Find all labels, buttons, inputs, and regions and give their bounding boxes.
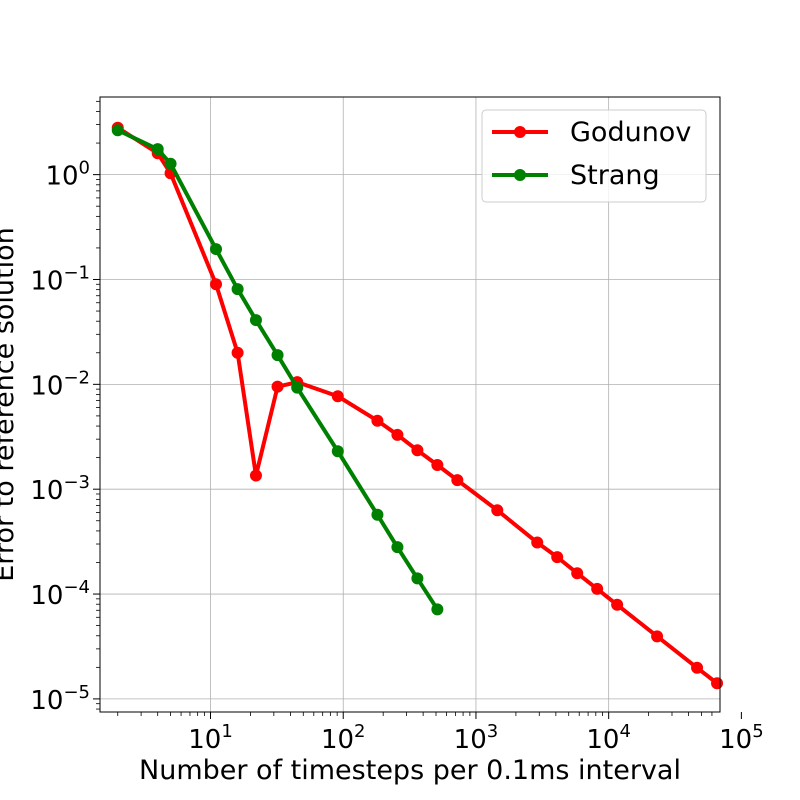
y-tick-label: 10−3 [30, 472, 90, 506]
data-point-godunov [331, 390, 344, 403]
x-tick-label: 101 [188, 721, 233, 755]
data-point-godunov [531, 536, 544, 549]
legend-item-strang: Strang [492, 160, 660, 191]
data-point-godunov [651, 630, 664, 643]
x-axis-label: Number of timesteps per 0.1ms interval [139, 755, 681, 786]
x-tick-label: 105 [719, 721, 764, 755]
data-point-godunov [711, 677, 724, 690]
legend-label-godunov: Godunov [570, 117, 691, 148]
data-point-strang [249, 314, 262, 327]
legend-item-godunov: Godunov [492, 117, 691, 148]
data-point-godunov [210, 278, 223, 291]
x-tick-label: 104 [586, 721, 631, 755]
data-point-godunov [491, 504, 504, 517]
grid-lines [100, 97, 720, 712]
y-tick-label: 100 [45, 158, 90, 192]
data-point-godunov [391, 428, 404, 441]
y-tick-label: 10−2 [30, 367, 90, 401]
data-point-strang [431, 603, 444, 616]
y-tick-label: 10−4 [30, 577, 90, 611]
axis-tick-labels: 101 102 103 104 105 100 10−1 10−2 10−3 10−4 10−5 [30, 158, 763, 755]
data-point-godunov [371, 414, 384, 427]
y-tick-label: 10−1 [30, 262, 90, 296]
data-point-strang [411, 572, 424, 585]
data-point-godunov [571, 567, 584, 580]
data-point-strang [210, 243, 223, 256]
plot-frame [99, 96, 721, 713]
data-point-strang [111, 124, 124, 137]
data-point-godunov [249, 469, 262, 482]
data-point-godunov [231, 346, 244, 359]
x-tick-label: 102 [321, 721, 366, 755]
data-point-godunov [271, 380, 284, 393]
legend-marker-strang [514, 169, 526, 181]
data-point-strang [151, 143, 164, 156]
data-point-strang [271, 349, 284, 362]
data-point-strang [291, 381, 304, 394]
data-point-strang [391, 541, 404, 554]
data-point-strang [371, 508, 384, 521]
legend: Godunov Strang [481, 109, 707, 203]
y-tick-label: 10−5 [30, 682, 90, 716]
data-point-godunov [431, 459, 444, 472]
series-layer [111, 121, 724, 690]
data-point-strang [231, 283, 244, 296]
legend-label-strang: Strang [570, 160, 660, 191]
series-godunov [111, 121, 724, 690]
legend-marker-godunov [514, 126, 526, 138]
data-point-godunov [691, 661, 704, 674]
data-point-godunov [551, 551, 564, 564]
y-axis-label: Error to reference solution [0, 227, 20, 582]
series-strang [111, 124, 444, 616]
axis-ticks [93, 100, 742, 719]
data-point-strang [164, 157, 177, 170]
data-point-strang [331, 445, 344, 458]
x-tick-label: 103 [454, 721, 499, 755]
data-point-godunov [611, 598, 624, 611]
data-point-godunov [451, 474, 464, 487]
data-point-godunov [411, 444, 424, 457]
data-point-godunov [591, 582, 604, 595]
